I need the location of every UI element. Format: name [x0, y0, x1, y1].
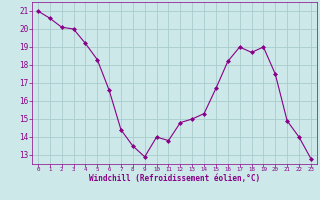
- X-axis label: Windchill (Refroidissement éolien,°C): Windchill (Refroidissement éolien,°C): [89, 174, 260, 183]
